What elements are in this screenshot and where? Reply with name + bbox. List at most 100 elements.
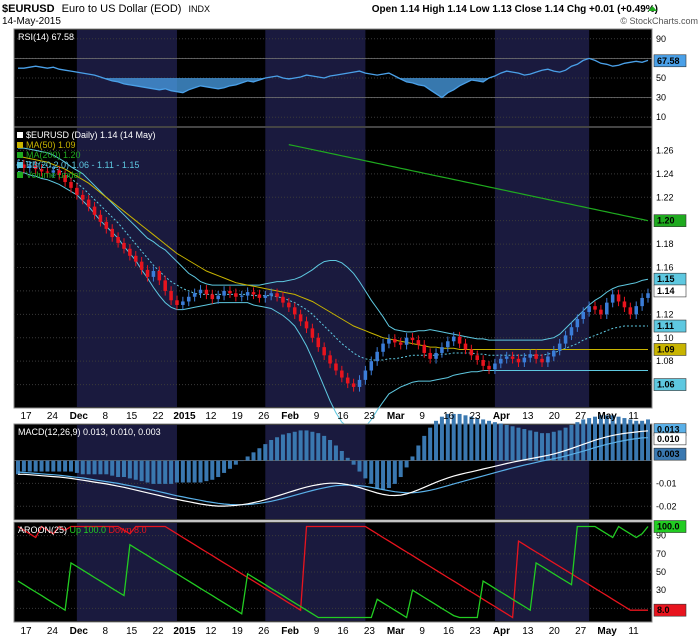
price-xtick-22: May (597, 411, 617, 422)
price-panel-shade-0 (76, 128, 177, 407)
rsi-last-value-box (653, 54, 687, 68)
candle-body-32 (204, 289, 209, 295)
price-xtick-9: 26 (258, 411, 270, 422)
macd-hist-bar-46 (286, 433, 291, 461)
aroon-legend-up: Up 100.0 (70, 525, 109, 535)
aroon-legend: AROON(25) Up 100.0 Down 8.0 (18, 525, 147, 535)
macd-hist-bar-32 (204, 460, 209, 482)
candle-body-31 (198, 289, 203, 294)
candle-body-56 (345, 377, 350, 384)
macd-hist-bar-92 (557, 430, 562, 461)
price-xtick-19: 13 (522, 411, 534, 422)
price-ytick-1: 1.08 (656, 356, 674, 366)
candle-body-13 (92, 206, 97, 215)
candle-body-57 (351, 383, 356, 387)
macd-hist-bar-87 (528, 430, 533, 461)
macd-hist-bar-10 (74, 460, 79, 473)
candle-body-77 (469, 349, 474, 356)
macd-hist-bar-74 (451, 413, 456, 461)
aroon-xtick-18: Apr (493, 626, 510, 637)
candle-body-71 (434, 352, 438, 359)
aroon-xtick-17: 23 (469, 626, 481, 637)
price-value-label-0: 1.20 (657, 216, 675, 226)
macd-hist-bar-101 (610, 415, 615, 461)
candle-body-88 (534, 354, 538, 359)
aroon-up-line (17, 525, 649, 619)
macd-hist-bar-7 (57, 460, 62, 472)
macd-hist-bar-5 (45, 460, 50, 472)
candle-body-17 (116, 237, 120, 243)
macd-hist-bar-63 (386, 460, 391, 488)
price-value-label-3: 1.14 (657, 286, 675, 296)
macd-hist-bar-34 (216, 460, 221, 478)
candle-body-105 (634, 306, 638, 315)
macd-hist-bar-52 (322, 435, 327, 461)
macd-hist-bar-20 (133, 460, 138, 480)
macd-hist-bar-98 (593, 416, 598, 461)
rsi-oversold-fill (18, 78, 648, 98)
macd-hist-bar-93 (563, 427, 568, 461)
macd-signal-line (17, 437, 649, 506)
candle-body-81 (493, 363, 497, 370)
aroon-panel: 9070503010AROON(25) Up 100.0 Down 8.0100… (13, 520, 687, 623)
macd-hist-bar-28 (180, 460, 185, 483)
macd-hist-bar-29 (186, 460, 191, 483)
macd-hist-bar-50 (310, 431, 315, 461)
macd-line (18, 430, 649, 507)
macd-hist-bar-56 (345, 457, 350, 461)
macd-hist-bar-54 (333, 445, 338, 461)
candle-body-80 (487, 365, 491, 370)
candle-body-69 (422, 344, 427, 353)
macd-value-label-2: 0.003 (657, 449, 680, 459)
price-legend-4: Volume undef (26, 170, 82, 180)
price-xtick-10: Feb (281, 411, 299, 422)
aroon-xtick-0: 17 (20, 626, 32, 637)
candle-body-36 (228, 290, 232, 294)
aroon-xtick-15: 9 (419, 626, 425, 637)
chart-header-title: $EURUSD Euro to US Dollar (EOD) INDX (2, 3, 210, 15)
candle-body-72 (440, 347, 444, 353)
candle-body-26 (169, 290, 173, 301)
price-ytick-8: 1.22 (656, 192, 674, 202)
macd-value-label-1: 0.010 (657, 434, 680, 444)
quote-line: Open 1.14 High 1.14 Low 1.13 Close 1.14 … (372, 4, 658, 15)
candle-body-97 (587, 306, 591, 312)
aroon-xtick-1: 24 (47, 626, 59, 637)
candle-body-2 (28, 165, 32, 168)
candle-body-41 (257, 294, 262, 298)
macd-hist-bar-79 (481, 419, 486, 461)
macd-hist-bar-83 (504, 424, 509, 461)
candle-body-20 (133, 255, 138, 262)
candle-body-34 (216, 295, 220, 300)
price-legend-swatch-1 (17, 142, 23, 148)
candle-body-49 (304, 321, 309, 329)
rsi-ytick-4: 90 (656, 34, 666, 44)
price-ytick-3: 1.12 (656, 309, 674, 319)
macd-hist-bar-55 (339, 450, 344, 461)
macd-hist-bar-53 (328, 440, 333, 461)
price-legend-2: MA(200) 1.20 (26, 150, 81, 160)
macd-hist-bar-44 (275, 437, 280, 461)
macd-hist-bar-77 (469, 416, 474, 461)
candle-body-89 (540, 358, 544, 363)
macd-hist-bar-37 (233, 460, 238, 465)
candle-body-29 (186, 296, 191, 302)
price-legend-1: MA(50) 1.09 (26, 140, 76, 150)
candle-body-58 (357, 379, 362, 387)
candle-body-46 (287, 302, 291, 308)
price-value-label-3-box (653, 284, 687, 298)
macd-hist-bar-27 (174, 460, 179, 483)
candle-body-83 (504, 356, 509, 359)
ma50-line (17, 155, 648, 350)
watermark: © StockCharts.com (620, 16, 698, 26)
price-legend-swatch-3 (17, 162, 23, 168)
aroon-xtick-4: 15 (126, 626, 138, 637)
macd-panel-shade-0 (76, 425, 177, 519)
price-legend-swatch-2 (17, 152, 23, 158)
price-xtick-6: 2015 (173, 411, 196, 422)
macd-hist-bar-49 (304, 430, 309, 461)
candle-body-35 (222, 290, 226, 296)
macd-hist-bar-65 (398, 460, 403, 478)
price-xtick-14: Mar (387, 411, 405, 422)
macd-hist-bar-33 (210, 460, 215, 480)
